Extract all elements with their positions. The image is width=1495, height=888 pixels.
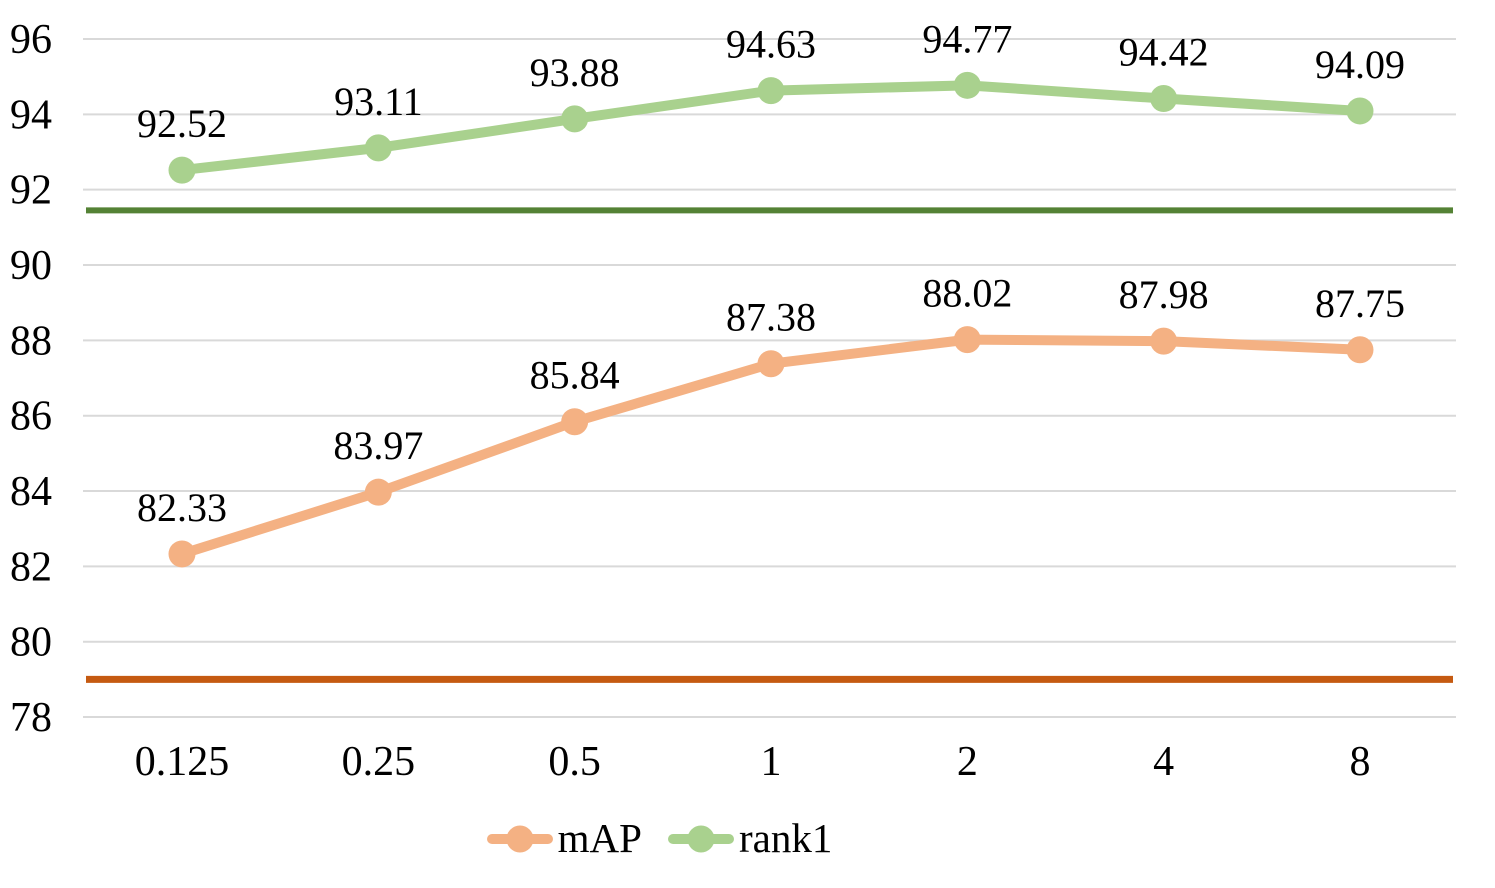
y-axis-tick-label: 94 xyxy=(10,92,52,138)
rank1-data-point-marker xyxy=(364,134,392,162)
mAP-data-point-marker xyxy=(953,326,981,354)
rank1-data-label: 92.52 xyxy=(137,101,227,146)
y-axis-tick-label: 78 xyxy=(10,695,52,741)
legend-label-map: mAP xyxy=(557,815,642,861)
y-axis-tick-label: 96 xyxy=(10,17,52,63)
rank1-data-label: 94.77 xyxy=(922,16,1012,61)
rank1-data-point-marker xyxy=(1150,85,1178,113)
mAP-data-point-marker xyxy=(364,478,392,506)
map-series-marker-icon xyxy=(506,825,534,852)
x-axis-tick-label: 0.25 xyxy=(342,739,416,785)
legend-item-map: mAP xyxy=(486,815,642,861)
mAP-data-label: 87.98 xyxy=(1119,272,1209,317)
x-axis-tick-label: 4 xyxy=(1153,739,1174,785)
y-axis-tick-label: 84 xyxy=(10,469,52,515)
mAP-data-label: 88.02 xyxy=(922,271,1012,316)
y-axis-tick-label: 80 xyxy=(10,620,52,666)
y-axis-tick-label: 86 xyxy=(10,394,52,440)
rank1-data-point-marker xyxy=(757,77,785,105)
mAP-data-label: 87.75 xyxy=(1315,281,1405,326)
mAP-data-point-marker xyxy=(168,540,196,568)
y-axis-tick-label: 92 xyxy=(10,168,52,214)
mAP-data-label: 85.84 xyxy=(530,353,620,398)
rank1-data-label: 94.42 xyxy=(1119,30,1209,75)
x-axis-tick-label: 1 xyxy=(760,739,781,785)
map-series-swatch xyxy=(486,825,553,852)
y-axis-tick-label: 88 xyxy=(10,318,52,364)
rank1-data-point-marker xyxy=(561,105,589,133)
rank1-data-label: 94.63 xyxy=(726,22,816,67)
rank1-data-label: 93.88 xyxy=(530,50,620,95)
mAP-data-point-marker xyxy=(1346,336,1374,364)
mAP-data-label: 83.97 xyxy=(333,423,423,468)
legend-label-rank1: rank1 xyxy=(738,815,833,861)
mAP-data-label: 87.38 xyxy=(726,295,816,340)
rank1-data-label: 93.11 xyxy=(334,79,423,124)
rank1-data-label: 94.09 xyxy=(1315,42,1405,87)
rank1-data-point-marker xyxy=(1346,97,1374,125)
rank1-data-point-marker xyxy=(168,156,196,184)
y-axis-tick-label: 82 xyxy=(10,544,52,590)
mAP-data-point-marker xyxy=(561,408,589,436)
rank1-series-marker-icon xyxy=(687,825,715,852)
mAP-data-point-marker xyxy=(757,350,785,378)
x-axis-tick-label: 0.5 xyxy=(548,739,601,785)
mAP-data-label: 82.33 xyxy=(137,485,227,530)
legend: mAP rank1 xyxy=(0,818,1407,859)
legend-item-rank1: rank1 xyxy=(667,815,833,861)
x-axis-tick-label: 2 xyxy=(957,739,978,785)
x-axis-tick-label: 8 xyxy=(1349,739,1370,785)
rank1-data-point-marker xyxy=(953,71,981,99)
mAP-data-point-marker xyxy=(1150,327,1178,355)
y-axis-tick-label: 90 xyxy=(10,243,52,289)
x-axis-tick-label: 0.125 xyxy=(135,739,230,785)
rank1-series-swatch xyxy=(667,825,734,852)
